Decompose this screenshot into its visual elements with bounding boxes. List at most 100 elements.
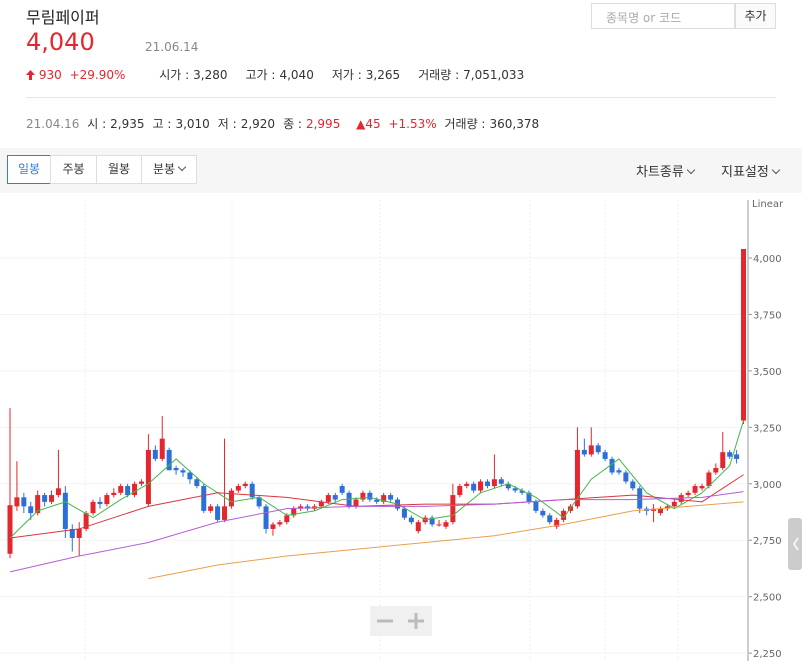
candle-body [464,483,470,487]
candle-body [256,497,262,507]
candle-body [14,497,20,507]
candle-body [547,515,553,523]
candle-body [478,481,484,491]
candle-body [574,449,580,507]
stat-text: 3,280 [193,68,228,82]
candle-body [235,486,241,491]
up-arrow [26,70,35,80]
candle-body [180,470,186,473]
candle-body [699,486,705,489]
candle-body [62,492,68,529]
candle-body [374,499,380,502]
candle-body [339,486,345,493]
candle-body [249,483,255,498]
candle-body [498,479,504,484]
candle-body [692,486,698,493]
candle-body [125,486,131,496]
candle-body [554,519,560,527]
candle-body [138,481,144,484]
candle-body [277,522,283,525]
history-row: 21.04.16 시 :2,935 고 :3,010 저 :2,920 종 :2,99… [26,115,543,132]
stat-text: 고 : [152,117,172,131]
history-change-pct: +1.53% [388,117,437,131]
moving-average [148,501,744,580]
menu-label: 지표설정 [721,165,769,180]
candle-body [270,524,276,529]
candle-body [388,495,394,500]
stat-text: 고가 : [245,68,276,82]
candle-body [187,472,193,480]
candle-body [173,467,179,471]
menu[interactable]: 지표설정 [721,161,781,180]
moving-average [9,420,744,539]
candle-body [713,467,719,473]
candle-body [21,497,27,507]
candle-body [97,501,103,505]
candle-body [49,495,55,502]
stats: 시 :2,935 고 :3,010 저 :2,920 종 :2,995 [87,117,348,131]
candle-body [471,483,477,491]
candle-body [519,490,525,493]
candle-body [734,454,740,459]
search-input[interactable]: 종목명 or 코드 [591,3,735,29]
scroll-tab[interactable] [788,518,802,570]
candle-body [360,492,366,500]
candle-body [42,495,48,502]
candle-body [346,492,352,507]
stat-text: 2,920 [240,117,276,131]
candle-body [208,506,214,511]
zoom-control[interactable] [370,606,432,636]
candle-body [228,490,234,507]
stat-text: 4,040 [279,68,314,82]
candle-body [408,517,414,523]
stat-text: 종 : [283,117,302,131]
tab[interactable]: 분봉 [141,155,197,184]
candle-body [55,488,61,496]
candle-body [491,479,497,487]
tab[interactable]: 일봉 [7,155,51,184]
price: 4,040 [26,28,95,56]
candle-body [657,508,663,514]
stat-text: 저가 : [331,68,362,82]
menu[interactable]: 차트종류 [636,161,696,180]
candle-body [533,501,539,511]
candle-body [90,501,96,514]
candle-body [145,449,151,505]
history-change: ▲45 [356,117,381,131]
tab[interactable]: 월봉 [96,155,142,184]
volume: 360,378 [489,117,540,131]
candle-body [159,438,165,459]
candle-body [651,508,657,511]
candle-body [443,522,449,527]
candle-body [401,508,407,518]
candle-body [132,483,138,496]
candle-body [671,501,677,507]
candle-body [222,506,228,520]
candle-body [118,486,124,493]
y-tick-label: 3,750 [753,310,782,321]
tab[interactable]: 주봉 [50,155,97,184]
stat-text: 2,935 [110,117,145,131]
candle-body [298,506,304,509]
candle-body [616,470,622,473]
candle-body [201,486,207,511]
change-pct: +29.90% [69,68,126,82]
candle-body [512,488,518,491]
candle-body [595,445,601,453]
candle-body [741,248,747,421]
candle-body [727,452,733,457]
stat-text: 2,995 [305,117,341,131]
add-button[interactable]: 추가 [735,3,776,29]
candle-body [664,506,670,509]
menu-label: 차트종류 [636,165,684,180]
candle-body [104,495,110,505]
stat-text: 저 : [217,117,237,131]
stat-text: 7,051,033 [463,68,525,82]
candle-body [28,506,34,514]
y-tick-label: 2,250 [753,649,782,660]
candle-body [609,458,615,473]
candle-body [706,472,712,487]
candle-body [284,515,290,523]
candle-body [602,452,608,459]
candle-body [415,522,421,532]
